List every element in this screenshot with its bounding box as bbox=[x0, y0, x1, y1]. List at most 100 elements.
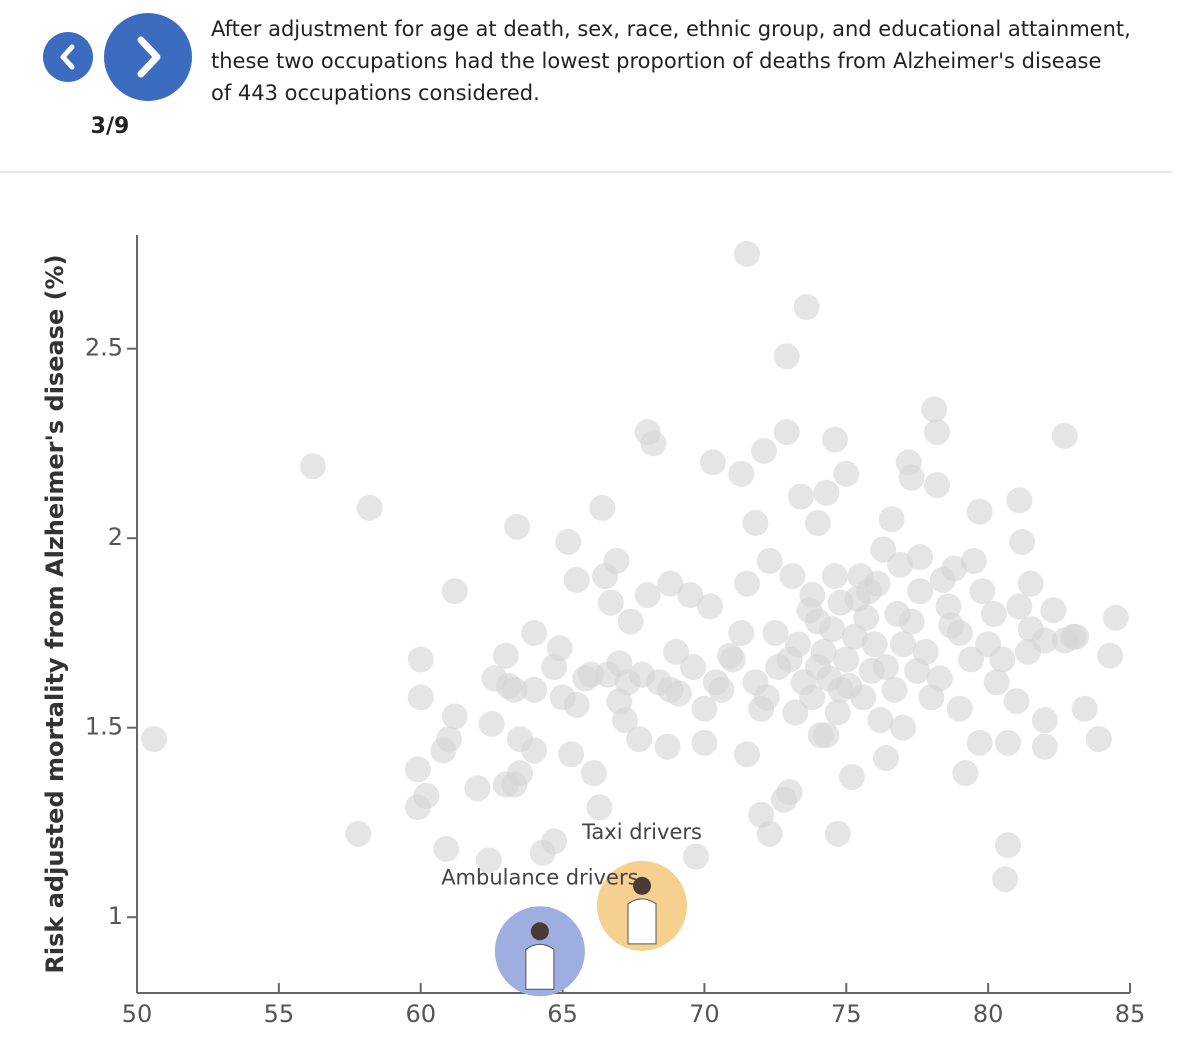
data-point bbox=[475, 847, 502, 874]
data-point bbox=[992, 866, 1019, 893]
x-tick-label: 60 bbox=[405, 1000, 436, 1028]
data-point bbox=[890, 631, 917, 658]
data-point bbox=[753, 684, 780, 711]
data-point bbox=[989, 646, 1016, 673]
data-point bbox=[924, 472, 951, 499]
data-point bbox=[657, 570, 684, 597]
data-point bbox=[572, 665, 599, 692]
data-point bbox=[299, 453, 326, 480]
data-point bbox=[762, 619, 789, 646]
data-point bbox=[1031, 707, 1058, 734]
data-point bbox=[958, 646, 985, 673]
data-point bbox=[441, 703, 468, 730]
header-text: After adjustment for age at death, sex, … bbox=[211, 17, 1131, 41]
person-head bbox=[530, 922, 549, 941]
data-point bbox=[844, 585, 871, 612]
data-point bbox=[407, 684, 434, 711]
x-tick-label: 85 bbox=[1115, 1000, 1146, 1028]
data-point bbox=[960, 547, 987, 574]
data-point bbox=[634, 582, 661, 609]
data-point bbox=[878, 506, 905, 533]
data-point bbox=[1014, 638, 1041, 665]
data-point bbox=[594, 661, 621, 688]
data-point bbox=[563, 691, 590, 718]
data-point bbox=[521, 737, 548, 764]
data-point bbox=[983, 669, 1010, 696]
data-point bbox=[603, 547, 630, 574]
prev-button[interactable] bbox=[43, 32, 93, 82]
data-point bbox=[558, 741, 585, 768]
data-point bbox=[890, 714, 917, 741]
data-point bbox=[873, 745, 900, 772]
data-point bbox=[952, 760, 979, 787]
data-point bbox=[657, 676, 684, 703]
data-point bbox=[719, 646, 746, 673]
data-point bbox=[1009, 528, 1036, 555]
data-point bbox=[793, 294, 820, 321]
data-point bbox=[790, 669, 817, 696]
data-point bbox=[824, 820, 851, 847]
next-button[interactable] bbox=[104, 13, 192, 101]
data-point bbox=[441, 578, 468, 605]
data-point bbox=[804, 608, 831, 635]
data-point bbox=[521, 619, 548, 646]
data-point bbox=[742, 510, 769, 537]
data-point bbox=[773, 419, 800, 446]
data-point bbox=[733, 240, 760, 267]
data-point bbox=[887, 551, 914, 578]
data-point bbox=[898, 608, 925, 635]
data-point bbox=[680, 654, 707, 681]
data-point bbox=[921, 396, 948, 423]
data-point bbox=[864, 570, 891, 597]
data-point bbox=[1071, 695, 1098, 722]
data-point bbox=[912, 638, 939, 665]
data-point bbox=[946, 695, 973, 722]
data-point bbox=[555, 528, 582, 555]
x-tick-label: 65 bbox=[547, 1000, 578, 1028]
data-point bbox=[501, 676, 528, 703]
data-point bbox=[1006, 487, 1033, 514]
data-point bbox=[821, 563, 848, 590]
data-point bbox=[776, 646, 803, 673]
data-point bbox=[699, 449, 726, 476]
y-tick-label: 2.5 bbox=[85, 334, 123, 362]
data-point bbox=[881, 676, 908, 703]
data-point bbox=[787, 483, 814, 510]
data-point bbox=[504, 513, 531, 540]
data-point bbox=[691, 729, 718, 756]
data-point bbox=[969, 578, 996, 605]
data-point bbox=[626, 726, 653, 753]
x-tick-label: 70 bbox=[689, 1000, 720, 1028]
person-body bbox=[627, 898, 657, 945]
data-point bbox=[782, 699, 809, 726]
page-counter: 3/9 bbox=[91, 114, 130, 139]
person-body bbox=[525, 943, 555, 990]
header-text: of 443 occupations considered. bbox=[211, 81, 540, 105]
data-point bbox=[779, 563, 806, 590]
data-point bbox=[663, 638, 690, 665]
data-point bbox=[850, 684, 877, 711]
data-point bbox=[691, 695, 718, 722]
data-point bbox=[507, 760, 534, 787]
data-point bbox=[1097, 642, 1124, 669]
x-tick-label: 75 bbox=[831, 1000, 862, 1028]
data-point bbox=[654, 733, 681, 760]
data-point bbox=[611, 707, 638, 734]
data-point bbox=[833, 646, 860, 673]
data-point bbox=[776, 779, 803, 806]
data-point bbox=[702, 669, 729, 696]
header-text: these two occupations had the lowest pro… bbox=[211, 49, 1101, 73]
data-point bbox=[756, 547, 783, 574]
data-point bbox=[478, 710, 505, 737]
data-point bbox=[617, 608, 644, 635]
data-point bbox=[821, 426, 848, 453]
data-point bbox=[733, 570, 760, 597]
data-point bbox=[946, 619, 973, 646]
data-point bbox=[1031, 733, 1058, 760]
data-point bbox=[1085, 726, 1112, 753]
data-point bbox=[586, 794, 613, 821]
data-point bbox=[404, 756, 431, 783]
data-point bbox=[807, 722, 834, 749]
data-point bbox=[541, 828, 568, 855]
